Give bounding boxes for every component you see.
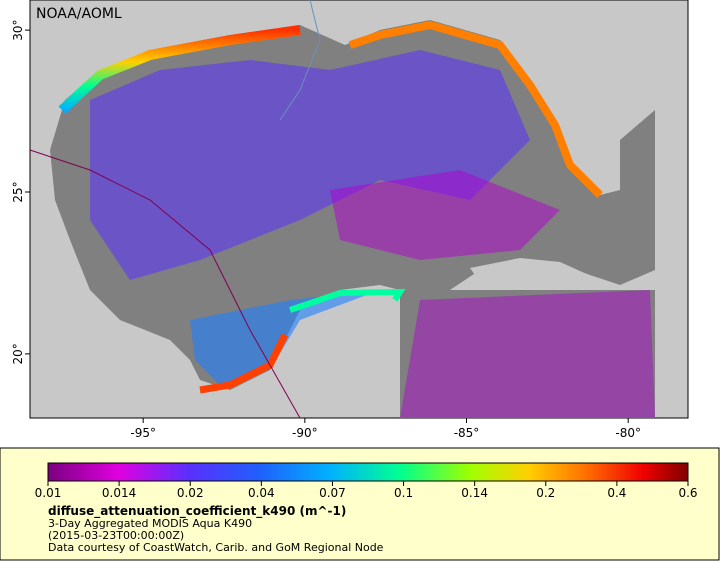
x-tick-label: -90° <box>292 426 318 440</box>
y-tick-label: 20° <box>11 343 25 364</box>
coastal-band <box>199 333 289 394</box>
caribbean <box>400 290 655 418</box>
colorbar-tick-label: 0.07 <box>319 486 346 500</box>
water-blue <box>90 50 530 280</box>
cuba <box>470 258 600 285</box>
colorbar-tick-label: 0.2 <box>536 486 555 500</box>
legend-line: 3-Day Aggregated MODIS Aqua K490 <box>48 517 252 530</box>
x-tick-label: -80° <box>615 426 641 440</box>
colorbar-tick-label: 0.6 <box>678 486 697 500</box>
x-tick-label: -95° <box>130 426 156 440</box>
legend-line: Data courtesy of CoastWatch, Carib. and … <box>48 541 384 554</box>
colorbar-tick-label: 0.4 <box>607 486 626 500</box>
colorbar-tick-label: 0.04 <box>248 486 275 500</box>
water-purple <box>330 170 560 260</box>
caribbean-purple <box>400 290 655 418</box>
colorbar-tick-label: 0.14 <box>461 486 488 500</box>
map-area <box>29 0 689 419</box>
river <box>279 0 321 121</box>
y-tick-label: 30° <box>11 19 25 40</box>
y-tick-label: 25° <box>11 181 25 202</box>
colorbar <box>47 462 689 482</box>
legend-line: (2015-03-23T00:00:00Z) <box>48 529 184 542</box>
variable-name: diffuse_attenuation_coefficient_k490 (m^… <box>48 504 346 519</box>
x-tick-label: -85° <box>454 426 480 440</box>
border <box>29 149 301 419</box>
coastal-band <box>58 25 301 114</box>
colorbar-tick-label: 0.02 <box>177 486 204 500</box>
coastal-band <box>348 20 603 198</box>
colorbar-tick-label: 0.014 <box>102 486 136 500</box>
coastal-band <box>289 288 406 313</box>
colorbar-tick-label: 0.1 <box>394 486 413 500</box>
credit: NOAA/AOML <box>36 6 122 22</box>
colorbar-tick-label: 0.01 <box>35 486 62 500</box>
